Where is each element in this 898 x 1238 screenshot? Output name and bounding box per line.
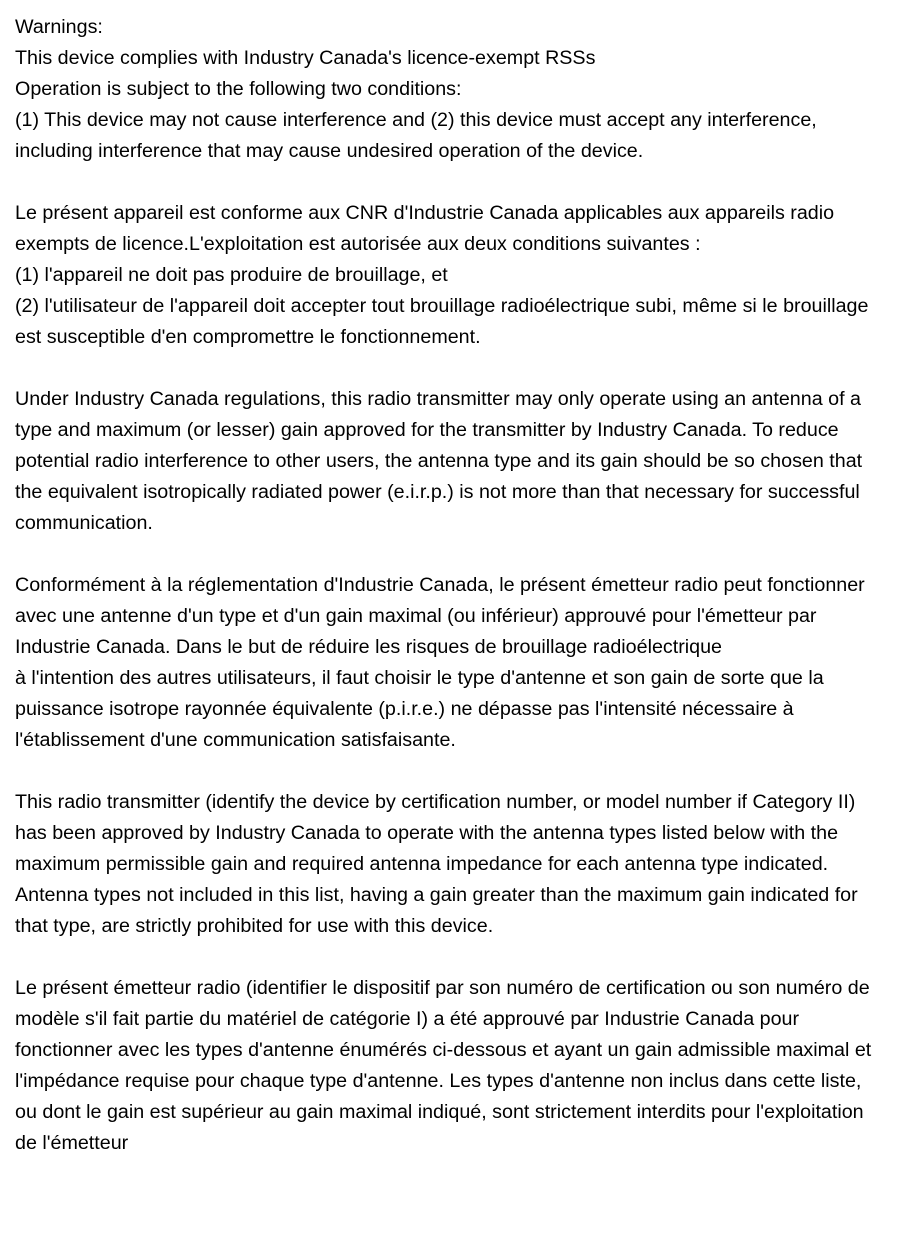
paragraph-gap (15, 756, 883, 787)
paragraph-5: This radio transmitter (identify the dev… (15, 787, 883, 942)
paragraph-4: Conformément à la réglementation d'Indus… (15, 570, 883, 756)
text-line: fonctionner avec les types d'antenne énu… (15, 1035, 883, 1097)
paragraph-1: Warnings: This device complies with Indu… (15, 12, 883, 167)
text-line: Warnings: (15, 12, 883, 43)
paragraph-2: Le présent appareil est conforme aux CNR… (15, 198, 883, 353)
paragraph-gap (15, 539, 883, 570)
text-line: This radio transmitter (identify the dev… (15, 787, 883, 942)
paragraph-6: Le présent émetteur radio (identifier le… (15, 973, 883, 1159)
paragraph-gap (15, 942, 883, 973)
paragraph-gap (15, 353, 883, 384)
text-line: ou dont le gain est supérieur au gain ma… (15, 1097, 883, 1159)
text-line: Le présent appareil est conforme aux CNR… (15, 198, 883, 260)
paragraph-gap (15, 167, 883, 198)
text-line: Operation is subject to the following tw… (15, 74, 883, 105)
text-line: à l'intention des autres utilisateurs, i… (15, 663, 883, 756)
text-line: This device complies with Industry Canad… (15, 43, 883, 74)
document-page: Warnings: This device complies with Indu… (0, 0, 898, 1174)
text-line: (2) l'utilisateur de l'appareil doit acc… (15, 291, 883, 353)
paragraph-3: Under Industry Canada regulations, this … (15, 384, 883, 539)
text-line: Conformément à la réglementation d'Indus… (15, 570, 883, 663)
text-line: Le présent émetteur radio (identifier le… (15, 973, 883, 1035)
text-line: (1) l'appareil ne doit pas produire de b… (15, 260, 883, 291)
text-line: Under Industry Canada regulations, this … (15, 384, 883, 539)
text-line: (1) This device may not cause interferen… (15, 105, 883, 167)
